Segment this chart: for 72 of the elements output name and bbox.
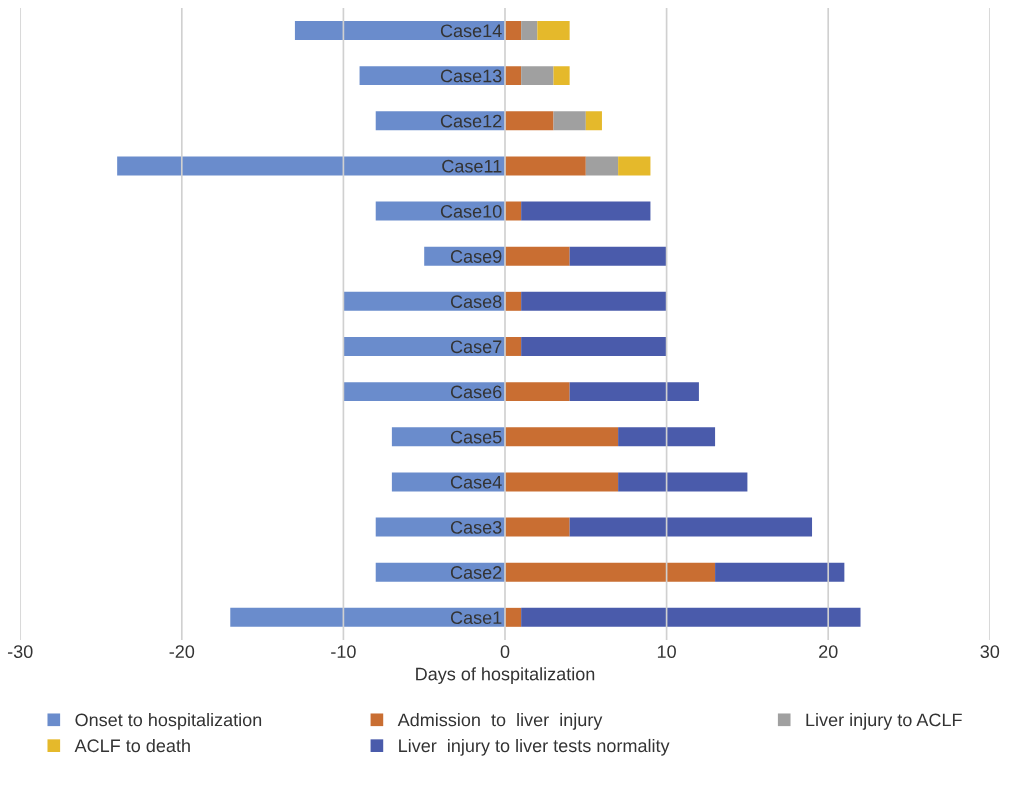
bar bbox=[505, 201, 522, 221]
bar bbox=[537, 20, 570, 40]
y-tick-label: Case5 bbox=[450, 430, 502, 444]
bar bbox=[521, 336, 667, 356]
legend-label: Admission to liver injury bbox=[397, 713, 603, 730]
x-tick-label: 0 bbox=[500, 645, 510, 659]
legend-label: ACLF to death bbox=[74, 738, 190, 753]
y-tick-label: Case2 bbox=[450, 566, 502, 579]
bar bbox=[553, 66, 570, 86]
bar bbox=[505, 111, 554, 131]
bar bbox=[715, 562, 845, 582]
legend-label: Liver injury to liver tests normality bbox=[399, 738, 670, 756]
y-tick-label: Case14 bbox=[440, 24, 502, 38]
bar bbox=[391, 472, 505, 492]
legend-label: Onset to hospitalization bbox=[75, 713, 262, 730]
bar bbox=[505, 291, 522, 311]
y-tick-label: Case4 bbox=[450, 475, 502, 489]
bar bbox=[521, 201, 651, 221]
x-tick-label: 10 bbox=[657, 645, 676, 659]
legend-label: Liver injury to ACLF bbox=[806, 713, 962, 730]
bar bbox=[375, 111, 505, 131]
bar bbox=[569, 517, 813, 537]
bar bbox=[359, 66, 505, 86]
x-tick-label: 30 bbox=[980, 645, 1000, 659]
bar bbox=[505, 66, 522, 86]
bar bbox=[505, 20, 522, 40]
bar bbox=[618, 427, 716, 447]
y-tick-label: Case7 bbox=[450, 340, 502, 354]
y-tick-label: Case12 bbox=[440, 114, 502, 128]
bar bbox=[391, 427, 505, 447]
y-tick-label: Case13 bbox=[440, 69, 502, 83]
y-tick-label: Case6 bbox=[450, 385, 502, 399]
bar bbox=[521, 607, 861, 627]
bar bbox=[505, 472, 619, 492]
bar bbox=[375, 201, 505, 221]
bar bbox=[585, 156, 619, 176]
bar bbox=[505, 156, 586, 176]
bar bbox=[618, 156, 651, 176]
y-tick-label: Case10 bbox=[440, 204, 502, 218]
x-tick-label: -20 bbox=[169, 645, 195, 659]
bar bbox=[343, 336, 505, 356]
y-tick-label: Case1 bbox=[450, 611, 502, 625]
bar bbox=[505, 562, 716, 582]
bar bbox=[505, 336, 522, 356]
x-tick-label: -10 bbox=[331, 645, 356, 659]
bar bbox=[569, 246, 667, 266]
bar bbox=[521, 20, 538, 40]
bar bbox=[505, 427, 619, 447]
bar bbox=[375, 517, 505, 537]
bar bbox=[521, 291, 667, 311]
bar bbox=[343, 291, 505, 311]
bar bbox=[618, 472, 748, 492]
y-tick-label: Case3 bbox=[450, 520, 502, 534]
bar bbox=[505, 382, 570, 402]
bar bbox=[505, 246, 570, 266]
y-tick-label: Case9 bbox=[450, 250, 502, 263]
bar bbox=[505, 517, 570, 537]
bar bbox=[585, 111, 602, 131]
bar bbox=[505, 607, 522, 627]
x-axis-title: Days of hospitalization bbox=[416, 667, 595, 684]
bar bbox=[569, 382, 699, 402]
y-tick-label: Case8 bbox=[450, 295, 502, 309]
x-tick-label: -30 bbox=[7, 645, 33, 659]
bar bbox=[375, 562, 505, 582]
y-tick-label: Case11 bbox=[442, 159, 502, 173]
bar bbox=[521, 66, 554, 86]
bar bbox=[230, 607, 505, 627]
bar bbox=[117, 156, 505, 176]
x-tick-label: 20 bbox=[819, 645, 838, 659]
bar bbox=[343, 382, 505, 402]
bar bbox=[294, 20, 505, 40]
bar bbox=[553, 111, 586, 131]
